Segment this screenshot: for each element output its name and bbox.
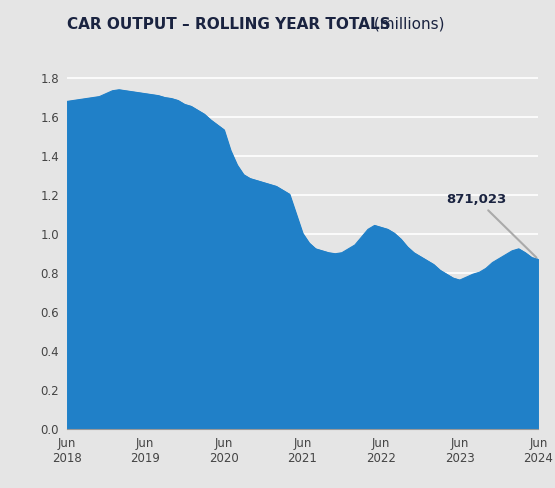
Text: 871,023: 871,023: [447, 193, 536, 258]
Text: (millions): (millions): [369, 17, 445, 32]
Text: CAR OUTPUT – ROLLING YEAR TOTALS: CAR OUTPUT – ROLLING YEAR TOTALS: [67, 17, 390, 32]
